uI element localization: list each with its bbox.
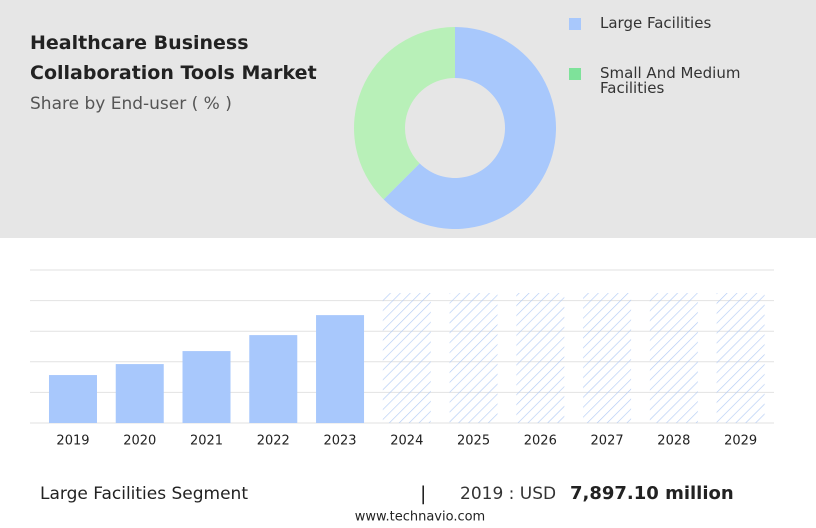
x-tick-label: 2019 [56,434,89,449]
legend-swatch [569,18,581,30]
forecast-placeholder [583,293,632,423]
footer-value: 7,897.10 million [570,483,734,504]
x-tick-label: 2026 [524,434,557,449]
footer-source: www.technavio.com [355,510,485,525]
x-tick-label: 2022 [257,434,290,449]
bar [182,351,231,423]
legend-label: Large Facilities [600,14,712,32]
chart-subtitle: Share by End-user ( % ) [30,94,232,114]
forecast-placeholder [716,293,765,423]
x-tick-label: 2023 [323,434,356,449]
bar [115,364,164,423]
chart-title: Healthcare Business Collaboration Tools … [30,32,317,84]
footer-separator: | [420,483,426,505]
x-tick-label: 2021 [190,434,223,449]
bar [316,315,365,423]
bar [48,375,97,423]
footer-segment: Large Facilities Segment [40,484,248,504]
legend-label: Small And Medium Facilities [600,64,741,97]
forecast-placeholder [649,293,698,423]
x-tick-label: 2024 [390,434,423,449]
x-tick-label: 2028 [657,434,690,449]
x-tick-label: 2027 [591,434,624,449]
bar [249,335,298,423]
title-line: Healthcare Business [30,32,249,54]
forecast-placeholder [449,293,498,423]
donut [353,27,556,229]
footer-year: 2019 : USD [460,484,556,504]
title-line: Collaboration Tools Market [30,62,317,84]
forecast-placeholder [382,293,431,423]
x-tick-label: 2025 [457,434,490,449]
x-tick-label: 2029 [724,434,757,449]
forecast-placeholder [516,293,565,423]
legend-swatch [569,68,581,80]
bar-chart: 2019 2020 2021 2022 2023 2024 2025 2026 2027 2028… [30,269,774,449]
donut-slice [353,27,455,200]
donut-slice [383,27,556,229]
x-tick-label: 2020 [123,434,156,449]
